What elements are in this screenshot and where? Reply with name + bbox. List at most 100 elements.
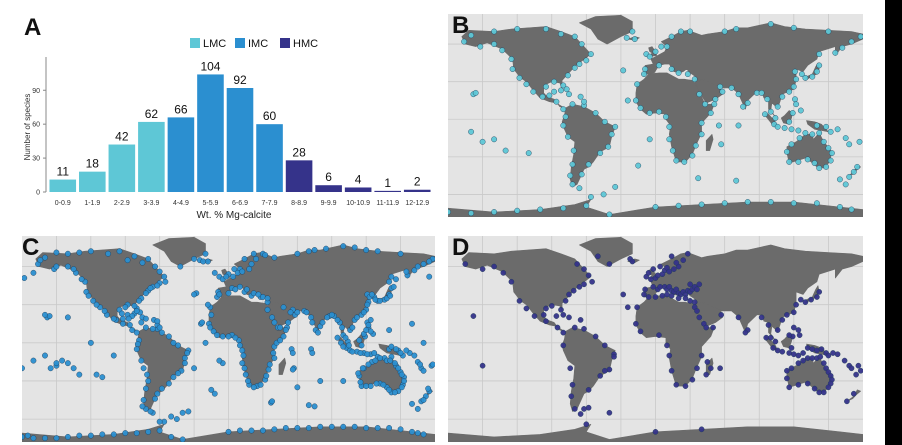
occurrence-point [645,294,652,300]
occurrence-point [774,347,781,354]
occurrence-point [735,91,742,98]
occurrence-point [606,211,613,217]
land-greenland [152,237,206,267]
occurrence-point [30,435,37,442]
occurrence-point [646,53,653,60]
occurrence-point [303,309,310,316]
occurrence-point [140,397,147,403]
occurrence-point [742,329,749,336]
occurrence-point [143,315,149,322]
occurrence-point [836,204,843,210]
occurrence-point [549,303,555,309]
occurrence-point [64,314,71,321]
occurrence-point [792,68,798,75]
occurrence-point [356,337,363,344]
occurrence-point [420,431,427,438]
occurrence-point [140,365,147,372]
occurrence-point [673,157,680,164]
occurrence-point [264,306,271,313]
occurrence-point [360,309,367,316]
occurrence-point [289,350,296,356]
occurrence-point [156,324,163,331]
occurrence-point [666,268,673,275]
occurrence-point [508,56,515,62]
occurrence-point [70,266,77,273]
occurrence-point [294,425,301,431]
occurrence-point [570,147,577,154]
occurrence-point [572,406,578,412]
x-tick-label: 12-12.9 [405,200,429,207]
land-madagascar [705,134,714,151]
occurrence-point [239,347,246,354]
occurrence-point [830,350,836,356]
occurrence-point [248,261,255,267]
occurrence-point [328,311,335,318]
legend-swatch-lmc [190,38,200,48]
occurrence-point [508,278,515,285]
occurrence-point [349,324,356,331]
occurrence-point [264,295,271,302]
occurrence-point [239,268,246,275]
occurrence-point [184,350,191,356]
occurrence-point [825,145,832,152]
occurrence-point [210,328,217,335]
occurrence-point [543,26,549,32]
occurrence-point [585,386,592,393]
occurrence-point [597,150,604,157]
occurrence-point [827,128,834,135]
occurrence-point [262,252,269,259]
occurrence-point [401,378,407,384]
occurrence-point [340,343,347,350]
occurrence-point [611,353,617,360]
occurrence-point [53,435,60,442]
occurrence-point [790,351,797,358]
occurrence-point [691,299,698,306]
occurrence-point [409,320,415,327]
occurrence-point [566,291,572,298]
occurrence-point [695,175,702,182]
occurrence-point [351,244,358,251]
y-axis-title: Number of species [23,94,32,161]
bar-10-10.9 [344,187,372,192]
occurrence-point [581,326,587,332]
occurrence-point [202,250,209,257]
bar-12-12.9 [403,189,431,192]
bar-1-1.9 [79,171,106,192]
panel-label-b: B [452,12,470,39]
occurrence-point [721,28,728,35]
occurrence-point [802,75,809,81]
occurrence-point [846,141,853,148]
occurrence-point [645,269,652,276]
occurrence-point [816,51,823,57]
occurrence-point [659,292,666,299]
occurrence-point [814,294,820,300]
occurrence-point [567,172,574,179]
occurrence-point [168,433,175,440]
occurrence-point [623,34,630,41]
occurrence-point [357,379,364,386]
occurrence-point [641,291,647,298]
occurrence-point [673,381,680,388]
occurrence-point [289,366,296,373]
occurrence-point [682,295,689,302]
occurrence-point [795,158,802,165]
occurrence-point [42,435,48,442]
occurrence-point [795,327,802,333]
occurrence-point [809,131,816,138]
occurrence-point [500,269,507,276]
occurrence-point [122,430,129,437]
edge-strip [885,0,902,445]
occurrence-point [250,384,257,391]
occurrence-point [242,371,249,378]
occurrence-point [340,378,347,384]
occurrence-point [668,292,675,299]
occurrence-point [22,365,25,372]
occurrence-point [491,136,497,143]
occurrence-point [468,32,474,39]
occurrence-point [191,365,197,372]
occurrence-point [668,33,675,40]
occurrence-point [309,350,316,356]
occurrence-point [162,278,169,285]
occurrence-point [280,304,287,311]
